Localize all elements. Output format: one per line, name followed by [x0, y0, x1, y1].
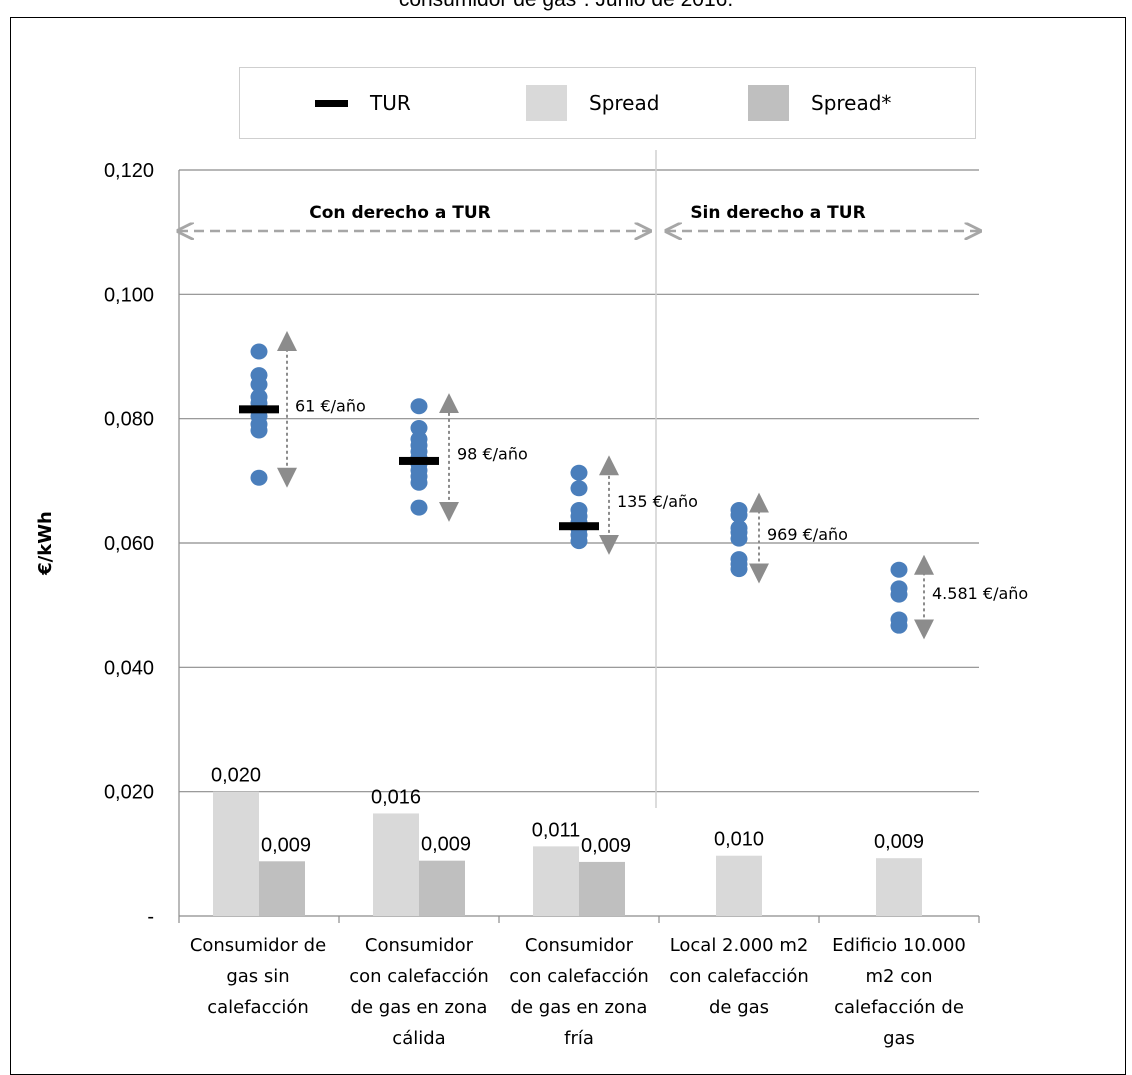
- x-category-label: Edificio 10.000: [832, 935, 966, 956]
- offer-point: [410, 398, 428, 415]
- range-label: 61 €/año: [295, 396, 366, 415]
- offer-point: [570, 502, 588, 519]
- y-tick-label: 0,120: [104, 160, 154, 182]
- data-label-spread-star: 0,009: [261, 834, 311, 856]
- x-category-label: fría: [564, 1028, 594, 1049]
- legend-item-spread: Spread: [526, 68, 659, 138]
- x-category-label: cálida: [392, 1028, 445, 1049]
- x-category-label: calefacción: [207, 997, 309, 1018]
- page-title: consumidor de gas". Junio de 2016.: [0, 0, 1132, 12]
- x-category-label: de gas en zona: [351, 997, 488, 1018]
- y-tick-label: 0,060: [104, 533, 154, 555]
- legend: TUR Spread Spread*: [239, 67, 976, 139]
- bar-spread: [876, 858, 922, 916]
- legend-swatch-tur: [315, 99, 348, 107]
- x-category-label: con calefacción: [669, 966, 809, 987]
- bar-spread-star: [579, 861, 625, 916]
- x-category-label: calefacción de: [834, 997, 964, 1018]
- x-category-label: Local 2.000 m2: [670, 935, 809, 956]
- legend-label-tur: TUR: [370, 91, 411, 115]
- x-category-label: de gas: [709, 997, 769, 1018]
- x-category-label: gas sin: [226, 966, 289, 987]
- bar-spread: [213, 791, 259, 916]
- offer-point: [250, 388, 268, 405]
- y-tick-label: -: [147, 906, 154, 928]
- data-label-spread: 0,009: [874, 831, 924, 853]
- tur-marker: [559, 522, 599, 531]
- range-label: 98 €/año: [457, 445, 528, 464]
- legend-label-spread: Spread: [589, 91, 660, 115]
- offer-point: [890, 611, 908, 628]
- legend-swatch-spread-star: [748, 85, 789, 121]
- offer-point: [410, 419, 428, 436]
- x-category-label: Consumidor: [525, 935, 634, 956]
- offer-point: [250, 367, 268, 384]
- bar-spread-star: [259, 861, 305, 916]
- bar-spread-star: [419, 860, 465, 916]
- range-label: 4.581 €/año: [932, 584, 1028, 603]
- y-tick-label: 0,080: [104, 409, 154, 431]
- offer-point: [890, 580, 908, 597]
- offer-point: [250, 343, 268, 360]
- legend-swatch-spread: [526, 85, 567, 121]
- data-label-spread: 0,010: [714, 829, 764, 851]
- offer-point: [410, 431, 428, 448]
- x-category-label: Consumidor de: [190, 935, 326, 956]
- legend-item-tur: TUR: [315, 68, 411, 138]
- offer-point: [570, 480, 588, 497]
- x-category-label: gas: [883, 1028, 915, 1049]
- data-label-spread: 0,011: [532, 819, 581, 841]
- y-tick-label: 0,040: [104, 657, 154, 679]
- offer-point: [570, 464, 588, 481]
- x-category-label: m2 con: [865, 966, 932, 987]
- tur-marker: [399, 456, 439, 465]
- y-tick-label: 0,020: [104, 782, 154, 804]
- data-label-spread: 0,020: [211, 765, 261, 787]
- offer-point: [890, 561, 908, 578]
- region-label: Con derecho a TUR: [309, 203, 490, 223]
- tur-marker: [239, 405, 279, 414]
- x-category-label: con calefacción: [509, 966, 649, 987]
- data-label-spread-star: 0,009: [581, 835, 631, 857]
- offer-point: [730, 551, 748, 568]
- legend-label-spread-star: Spread*: [811, 91, 892, 115]
- bar-spread: [373, 813, 419, 916]
- range-label: 135 €/año: [617, 492, 698, 511]
- data-label-spread-star: 0,009: [421, 834, 471, 856]
- region-label: Sin derecho a TUR: [690, 203, 865, 223]
- y-axis-label: €/kWh: [35, 511, 56, 576]
- offer-point: [730, 520, 748, 537]
- x-category-label: Consumidor: [365, 935, 474, 956]
- range-label: 969 €/año: [767, 525, 848, 544]
- y-tick-label: 0,100: [104, 284, 154, 306]
- data-label-spread: 0,016: [371, 786, 421, 808]
- x-category-label: con calefacción: [349, 966, 489, 987]
- bar-spread: [716, 855, 762, 916]
- bar-spread: [533, 846, 579, 916]
- offer-point: [410, 499, 428, 516]
- offer-point: [250, 469, 268, 486]
- offer-point: [730, 502, 748, 519]
- x-category-label: de gas en zona: [511, 997, 648, 1018]
- legend-item-spread-star: Spread*: [748, 68, 891, 138]
